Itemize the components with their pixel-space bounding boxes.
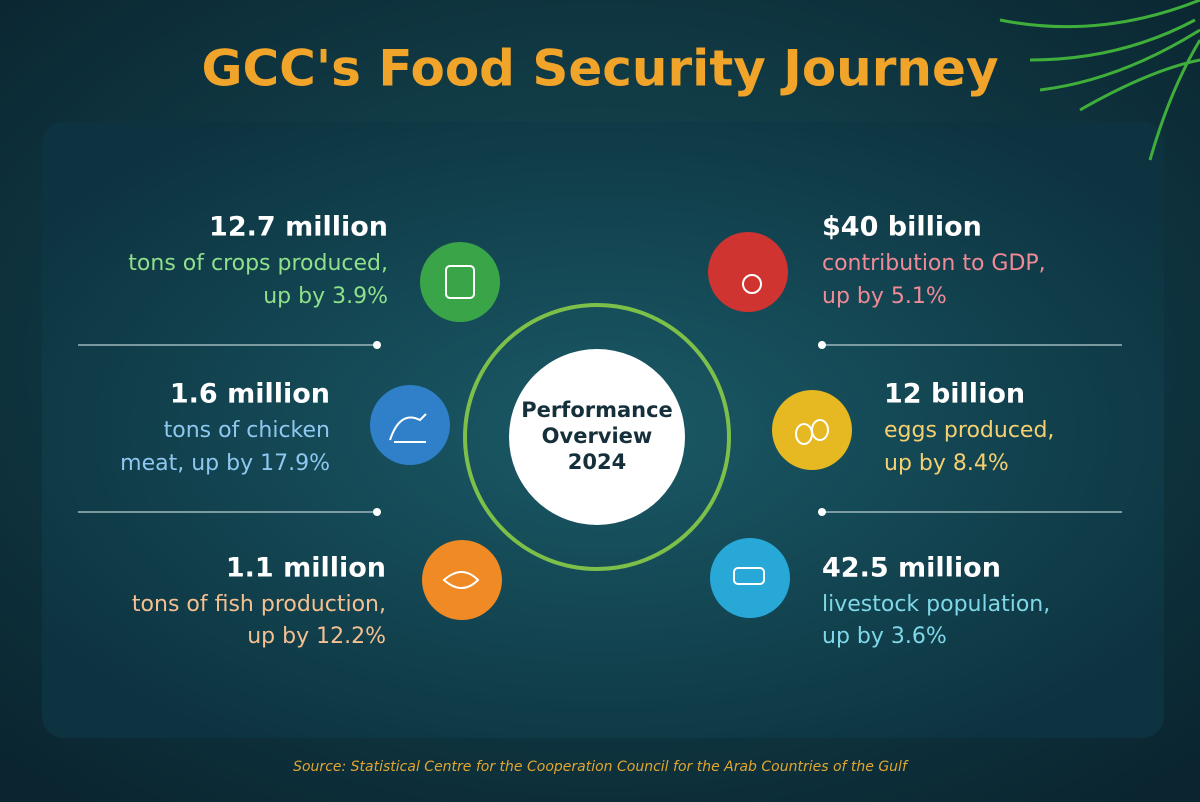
dot	[818, 508, 826, 516]
dot	[373, 508, 381, 516]
stat-desc: livestock population,	[822, 592, 1050, 617]
cycle-ring	[463, 303, 731, 571]
stat-value: 1.1 million	[226, 553, 386, 584]
stat-desc: up by 3.6%	[822, 624, 947, 649]
stat-desc: contribution to GDP,	[822, 251, 1046, 276]
title: GCC's Food Security Journey	[201, 40, 998, 98]
source: Source: Statistical Centre for the Coope…	[293, 759, 909, 775]
stat-desc: tons of fish production,	[132, 592, 386, 617]
stat-desc: up by 3.9%	[263, 284, 388, 309]
icons	[370, 232, 852, 620]
stat-value: 12 billion	[884, 379, 1025, 410]
icon-glyph	[742, 274, 762, 294]
stat-desc: meat, up by 17.9%	[120, 451, 330, 476]
icon-glyph	[733, 567, 765, 585]
icon-glyph	[389, 413, 427, 443]
stat-desc: up by 8.4%	[884, 451, 1009, 476]
center-line: Performance	[521, 398, 673, 422]
stat-desc: up by 5.1%	[822, 284, 947, 309]
stat-desc: tons of crops produced,	[128, 251, 388, 276]
stat-desc: up by 12.2%	[247, 624, 386, 649]
center-line: 2024	[568, 450, 626, 474]
dot	[818, 341, 826, 349]
stat-value: 12.7 million	[209, 212, 388, 243]
palm-leaves	[999, 0, 1200, 161]
separators	[78, 344, 1122, 513]
icon-fish	[422, 540, 502, 620]
icon-gdp	[708, 232, 788, 312]
icon-glyph	[811, 419, 829, 441]
icon-livestock	[710, 538, 790, 618]
separator-dots	[373, 341, 826, 516]
stat-desc: tons of chicken	[164, 418, 330, 443]
icon-glyph	[445, 265, 475, 299]
stat-value: $40 billion	[822, 212, 982, 243]
stat-desc: eggs produced,	[884, 418, 1054, 443]
icon-glyph	[442, 571, 480, 589]
icon-crops	[420, 242, 500, 322]
stat-value: 1.6 million	[170, 379, 330, 410]
icon-chicken	[370, 385, 450, 465]
center-line: Overview	[542, 424, 653, 448]
stat-value: 42.5 million	[822, 553, 1001, 584]
center-circle	[509, 349, 685, 525]
dot	[373, 341, 381, 349]
